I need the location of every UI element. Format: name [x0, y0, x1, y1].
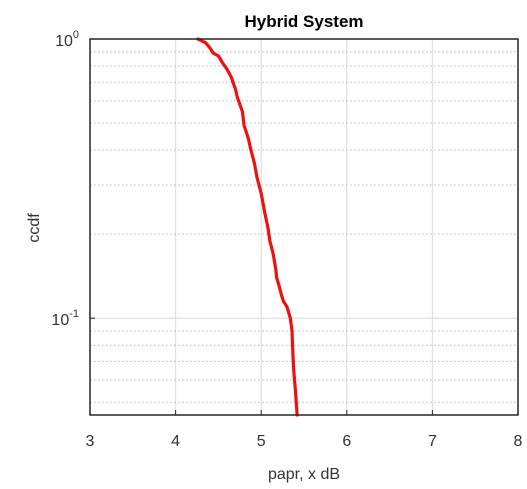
- y-tick-label: 10-1: [51, 308, 79, 329]
- x-tick-label: 3: [86, 433, 95, 450]
- ccdf-series-line: [196, 37, 299, 417]
- x-ticks: 3 4 5 6 7 8: [86, 410, 523, 450]
- y-axis-label: ccdf: [26, 213, 43, 243]
- x-tick-label: 8: [514, 433, 523, 450]
- y-tick-label: 100: [55, 29, 79, 50]
- x-tick-label: 7: [428, 433, 437, 450]
- chart-title: Hybrid System: [244, 12, 363, 31]
- x-axis-label: papr, x dB: [268, 466, 340, 483]
- plot-frame: [89, 38, 519, 416]
- x-tick-label: 4: [171, 433, 180, 450]
- series-layer: [196, 37, 299, 417]
- y-ticks: 100 10-1: [51, 29, 95, 329]
- x-tick-label: 6: [342, 433, 351, 450]
- x-tick-label: 5: [257, 433, 266, 450]
